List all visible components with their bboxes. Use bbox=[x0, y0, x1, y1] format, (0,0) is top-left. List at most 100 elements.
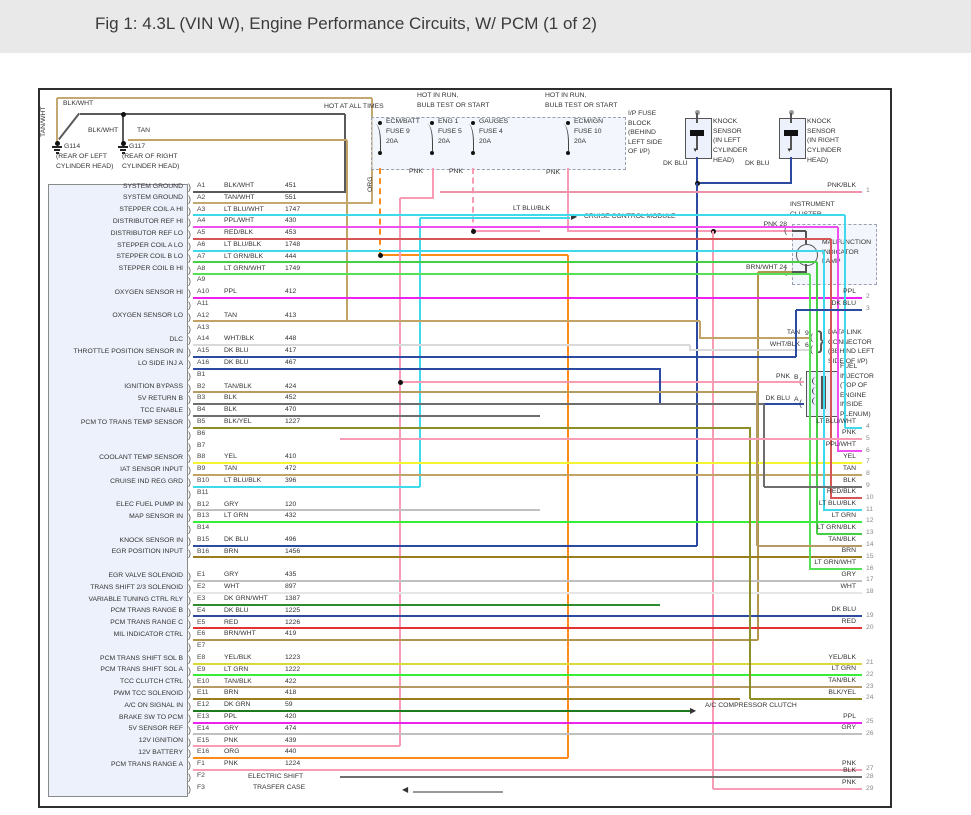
right-pin-number: 2 bbox=[866, 293, 870, 301]
blkwht-label: BLK/WHT bbox=[63, 100, 94, 107]
pin-bracket-icon: ) bbox=[188, 406, 191, 417]
pin-id: B7 bbox=[197, 441, 206, 449]
connector-pin-row: A3 LT BLU/WHT 1747 bbox=[197, 205, 300, 214]
pin-bracket-icon: ) bbox=[188, 453, 191, 464]
wire-color-label: LT GRN bbox=[224, 512, 249, 520]
pin-id: B1 bbox=[197, 370, 206, 378]
pin-id: B9 bbox=[197, 465, 206, 473]
pin-id: E9 bbox=[197, 665, 206, 673]
right-pin-wire-label: BLK/YEL bbox=[828, 688, 856, 696]
right-pin-number: 8 bbox=[866, 470, 870, 478]
wire-segment bbox=[567, 255, 569, 758]
pin-bracket-icon: ) bbox=[188, 311, 191, 322]
data-link-connector-label: (BEHIND LEFT bbox=[828, 348, 875, 356]
wire-color-label: BLK bbox=[224, 394, 237, 402]
circuit-number: 1749 bbox=[285, 264, 301, 272]
wire-segment bbox=[567, 168, 569, 232]
signal-label: 5V RETURN B bbox=[138, 394, 183, 402]
connector-pin-row: F3 bbox=[197, 784, 224, 792]
fuse-icon bbox=[466, 124, 474, 151]
wire-color-label: LT GRN/BLK bbox=[224, 252, 264, 260]
circuit-number: 474 bbox=[285, 724, 297, 732]
org-vertical-label: ORG bbox=[367, 176, 374, 192]
connector-pin-row: E4 DK BLU 1225 bbox=[197, 606, 300, 615]
wire-segment bbox=[792, 271, 806, 273]
title-bar: Fig 1: 4.3L (VIN W), Engine Performance … bbox=[0, 0, 971, 53]
right-pin-wire bbox=[340, 776, 862, 778]
wire-segment bbox=[413, 791, 503, 793]
signal-label: 12V BATTERY bbox=[138, 748, 183, 756]
wire-color-label: TAN bbox=[224, 465, 238, 473]
pin-wire bbox=[193, 461, 862, 464]
wire-color-label: TAN bbox=[224, 311, 238, 319]
fuse-label: FUSE 10 bbox=[574, 127, 602, 135]
wire-segment bbox=[830, 239, 832, 499]
pin-bracket-icon: ) bbox=[188, 323, 191, 334]
fuse-terminal bbox=[430, 121, 434, 125]
signal-label: EGR VALVE SOLENOID bbox=[108, 571, 183, 579]
wire-color-label: WHT/BLK bbox=[224, 335, 255, 343]
dk-blu-label: DK BLU bbox=[745, 160, 770, 167]
right-pin-wire bbox=[831, 497, 862, 500]
pin-wire bbox=[193, 697, 740, 700]
right-pin-wire-label: TAN bbox=[842, 464, 856, 472]
right-pin-wire-label: PNK bbox=[842, 779, 856, 787]
hot-in-run-header: BULB TEST OR START bbox=[417, 102, 490, 109]
ground-location: (REAR OF LEFT bbox=[56, 153, 107, 160]
wire-color-label: RED bbox=[224, 618, 239, 626]
circuit-number: 432 bbox=[285, 512, 297, 520]
pin-bracket-icon: ) bbox=[188, 276, 191, 287]
pin-bracket-icon: ) bbox=[188, 429, 191, 440]
right-pin-wire-label: BLK bbox=[843, 476, 856, 484]
pin-id: E8 bbox=[197, 654, 206, 661]
wire-segment bbox=[400, 197, 434, 199]
right-pin-wire bbox=[757, 544, 862, 547]
pin-bracket-icon: ) bbox=[188, 252, 191, 263]
pin-id: B10 bbox=[197, 477, 210, 484]
connector-pin-row: B11 bbox=[197, 488, 224, 497]
pin-id: A3 bbox=[197, 205, 206, 213]
fuse-label: ENG 1 bbox=[438, 118, 459, 125]
pin-bracket-icon: ) bbox=[188, 736, 191, 747]
wire-color-label: BLK bbox=[224, 406, 237, 414]
pin-wire bbox=[193, 485, 420, 488]
signal-label: SYSTEM GROUND bbox=[122, 194, 183, 202]
blkwht-label: BLK/WHT bbox=[88, 127, 119, 134]
wire-color-label: GRY bbox=[224, 571, 239, 579]
knock-sensor-element bbox=[690, 130, 704, 136]
signal-label: THROTTLE POSITION SENSOR IN bbox=[73, 347, 183, 355]
pin-wire bbox=[193, 202, 372, 205]
fuse-label: FUSE 5 bbox=[438, 127, 462, 135]
connector-pin-row: E3 DK GRN/WHT 1387 bbox=[197, 595, 300, 603]
wire-segment bbox=[844, 215, 846, 428]
wire-color-label: PPL/WHT bbox=[224, 217, 255, 225]
pin-id: A8 bbox=[197, 264, 206, 272]
right-pin-wire bbox=[845, 426, 862, 429]
fuse-label: ECM/IGN bbox=[574, 118, 604, 125]
signal-label: PCM TO TRANS TEMP SENSOR bbox=[80, 418, 183, 426]
right-pin-number: 27 bbox=[866, 765, 874, 773]
signal-label: STEPPER COIL A HI bbox=[119, 206, 183, 214]
right-pin-number: 24 bbox=[866, 694, 874, 702]
wire-segment bbox=[344, 114, 346, 193]
connector-pin-row: A1 BLK/WHT 451 bbox=[197, 182, 296, 190]
circuit-number: 410 bbox=[285, 453, 297, 461]
connector-bracket-icon: ( bbox=[810, 332, 813, 342]
wire-color-label: DK BLU bbox=[224, 606, 249, 614]
fuse-rating: 20A bbox=[438, 138, 451, 145]
pin-bracket-icon: ) bbox=[188, 193, 191, 204]
circuit-number: 452 bbox=[285, 394, 297, 402]
circuit-number: 444 bbox=[285, 252, 297, 260]
connector-pin-row: E16 ORG 440 bbox=[197, 748, 296, 756]
wire-segment-dashed bbox=[379, 168, 381, 255]
pin-id: B11 bbox=[197, 488, 209, 496]
pin-id: E11 bbox=[197, 689, 209, 697]
connector-pin-row: E6 BRN/WHT 419 bbox=[197, 630, 296, 638]
pin-id: B15 bbox=[197, 536, 210, 543]
pin-bracket-icon: ) bbox=[188, 241, 191, 251]
connector-pin-row: B4 BLK 470 bbox=[197, 406, 296, 414]
ground-location: CYLINDER HEAD) bbox=[56, 162, 114, 170]
pin-bracket-icon: ) bbox=[188, 264, 191, 275]
fuse-icon bbox=[373, 124, 381, 151]
circuit-number: 467 bbox=[285, 359, 297, 366]
